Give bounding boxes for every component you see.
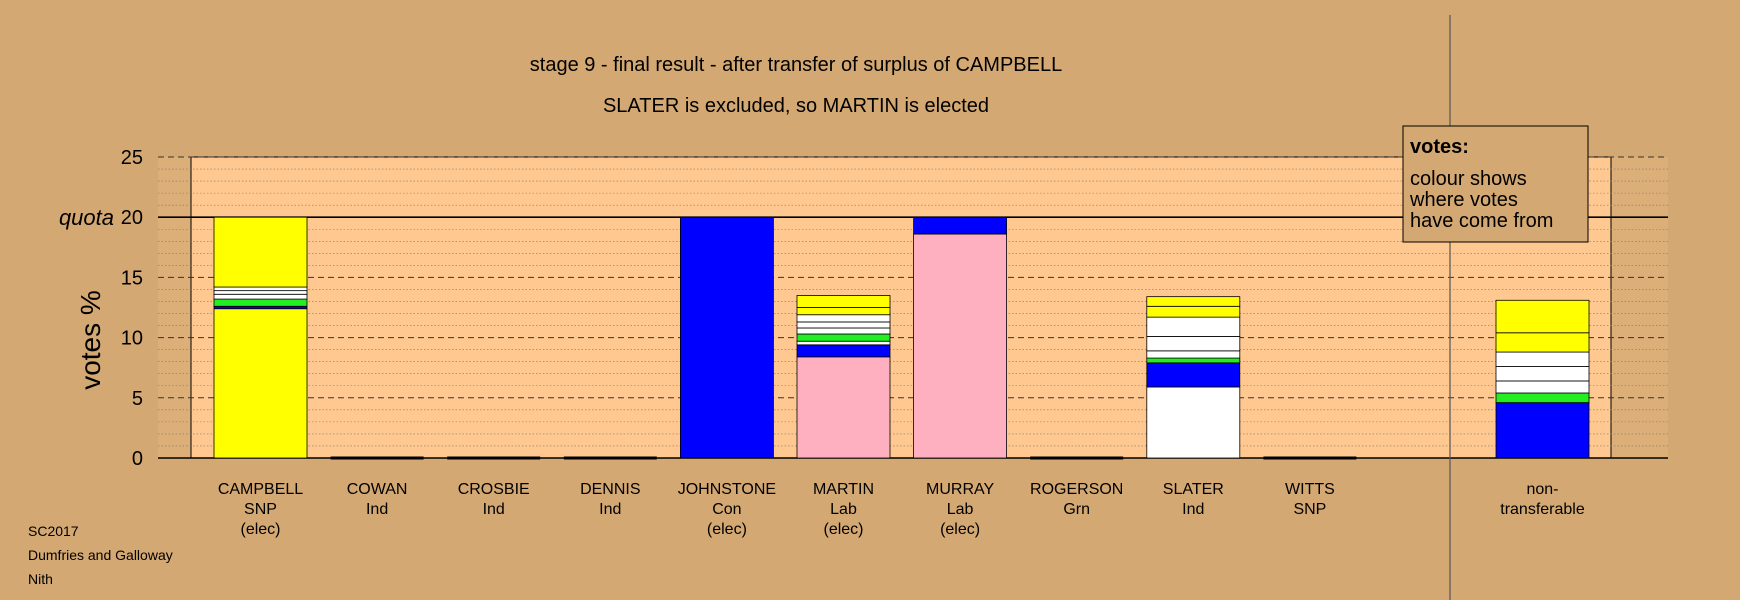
bar-segment (796, 314, 891, 323)
legend-heading: votes: (1410, 136, 1469, 158)
bar-segment (1146, 305, 1241, 318)
x-tick-label: WITTS (1285, 481, 1335, 498)
bar-segment (913, 233, 1007, 459)
y-tick-label: 0 (132, 448, 143, 470)
bar-johnstone (680, 216, 774, 459)
x-tick-label: (elec) (707, 521, 747, 538)
x-tick-label: Lab (830, 501, 857, 518)
x-tick-label: CROSBIE (458, 481, 530, 498)
bar-slater (1146, 296, 1241, 459)
bar-segment (1495, 380, 1590, 394)
x-tick-label: (elec) (240, 521, 280, 538)
bar-segment (796, 333, 891, 342)
bar-segment (1146, 335, 1241, 352)
bar-segment (796, 356, 891, 459)
bar-segment (1146, 350, 1241, 359)
caption-council: Dumfries and Galloway (28, 547, 173, 563)
bar-segment (1495, 299, 1590, 334)
x-tick-label: DENNIS (580, 481, 640, 498)
x-tick-label: SNP (244, 501, 277, 518)
x-tick-label: Grn (1063, 501, 1090, 518)
x-tick-label: Ind (483, 501, 505, 518)
bar-segment (213, 293, 308, 300)
x-tick-label: MURRAY (926, 481, 994, 498)
x-tick-label: SLATER (1163, 481, 1224, 498)
chart-subtitle: SLATER is excluded, so MARTIN is elected (603, 95, 989, 117)
bar-segment (796, 340, 891, 346)
y-axis-label: votes % (75, 290, 106, 390)
legend-line-1: colour shows (1410, 168, 1527, 190)
y-tick-label: 10 (121, 328, 143, 350)
legend: votes: colour shows where votes have com… (1402, 125, 1589, 243)
plot-area (190, 156, 1612, 459)
bar-segment (796, 327, 891, 335)
bar-segment (680, 216, 774, 459)
bar-segment (796, 321, 891, 329)
x-axis-labels: CAMPBELL SNP (elec) COWAN Ind CROSBIE Ind DENNI… (218, 481, 1585, 538)
bars (213, 216, 1590, 460)
caption-election: SC2017 (28, 523, 79, 539)
bar-campbell (213, 216, 308, 459)
x-tick-label: Ind (1182, 501, 1204, 518)
y-tick-label: 20 (121, 207, 143, 229)
bar-segment (213, 290, 308, 295)
bar-segment (796, 295, 891, 308)
x-tick-label: non- (1526, 481, 1558, 498)
x-tick-label: Ind (599, 501, 621, 518)
bar-segment (213, 308, 308, 459)
bar-segment (1495, 366, 1590, 382)
bar-segment (1146, 296, 1241, 307)
bar-nontransferable (1495, 299, 1590, 459)
y-tick-label: 15 (121, 267, 143, 289)
bar-segment (913, 216, 1007, 235)
bar-segment (213, 286, 308, 292)
x-tick-label: CAMPBELL (218, 481, 303, 498)
bar-segment (1146, 386, 1241, 459)
x-tick-label: COWAN (347, 481, 408, 498)
x-tick-label: transferable (1500, 501, 1585, 518)
chart-title: stage 9 - final result - after transfer … (530, 54, 1062, 76)
x-tick-label: Con (712, 501, 741, 518)
bar-segment (213, 216, 308, 288)
bar-martin (796, 295, 891, 459)
y-axis: 0 5 10 15 20 25 quota (59, 147, 143, 470)
y-tick-label: 5 (132, 388, 143, 410)
quota-label: quota (59, 205, 114, 230)
x-tick-label: (elec) (940, 521, 980, 538)
x-tick-label: JOHNSTONE (678, 481, 776, 498)
bar-segment (1495, 392, 1590, 404)
bar-segment (796, 344, 891, 358)
legend-line-2: where votes (1409, 189, 1518, 211)
legend-box (1402, 125, 1589, 243)
bar-segment (1146, 357, 1241, 364)
x-tick-label: MARTIN (813, 481, 874, 498)
x-tick-label: ROGERSON (1030, 481, 1123, 498)
bar-segment (1495, 351, 1590, 367)
bar-segment (213, 298, 308, 307)
y-tick-label: 25 (121, 147, 143, 169)
bar-segment (1495, 402, 1590, 459)
bar-segment (1146, 316, 1241, 337)
bar-segment (1146, 362, 1241, 388)
bar-segment (796, 307, 891, 316)
bar-murray (913, 216, 1007, 459)
x-tick-label: Ind (366, 501, 388, 518)
bar-segment (1495, 332, 1590, 353)
x-tick-label: SNP (1293, 501, 1326, 518)
x-tick-label: (elec) (823, 521, 863, 538)
legend-line-3: have come from (1410, 210, 1553, 232)
x-tick-label: Lab (947, 501, 974, 518)
caption-ward: Nith (28, 571, 53, 587)
